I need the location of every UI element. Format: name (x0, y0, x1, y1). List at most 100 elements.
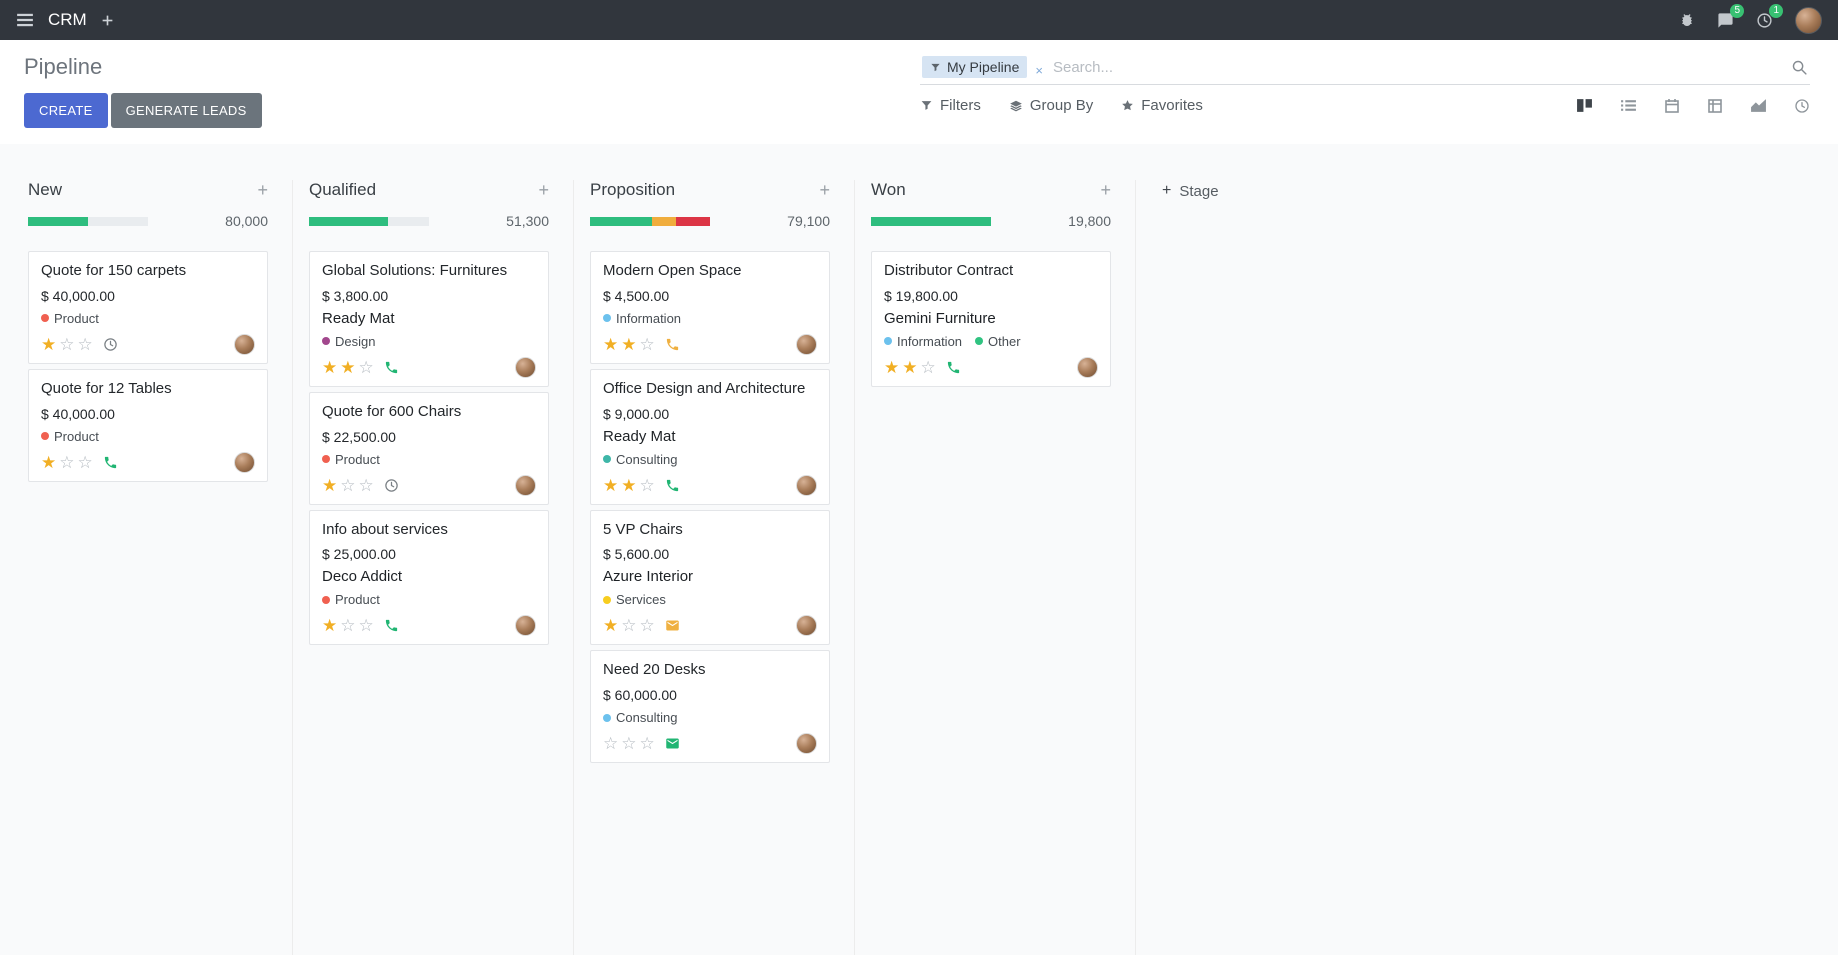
star-empty-icon[interactable]: ☆ (639, 734, 655, 753)
priority-stars[interactable]: ★ ☆ ☆ (41, 336, 93, 353)
star-filled-icon[interactable]: ★ (603, 334, 619, 354)
star-empty-icon[interactable]: ☆ (358, 475, 374, 495)
phone-icon[interactable] (384, 360, 399, 375)
kanban-card[interactable]: Modern Open Space $ 4,500.00 Information… (590, 251, 830, 364)
kanban-card[interactable]: Need 20 Desks $ 60,000.00 Consulting ☆ ☆ ☆ (590, 650, 830, 763)
filters-menu[interactable]: Filters (920, 97, 981, 114)
phone-icon[interactable] (946, 360, 961, 375)
star-empty-icon[interactable]: ☆ (59, 334, 75, 354)
progress-segment[interactable] (28, 216, 88, 226)
bug-icon[interactable] (1679, 12, 1695, 28)
priority-stars[interactable]: ☆ ☆ ☆ (603, 735, 655, 752)
kanban-card[interactable]: Office Design and Architecture $ 9,000.0… (590, 368, 830, 505)
phone-icon[interactable] (384, 618, 399, 633)
avatar[interactable] (1077, 356, 1098, 378)
kanban-card[interactable]: Quote for 150 carpets $ 40,000.00 Produc… (28, 251, 268, 364)
avatar[interactable] (234, 451, 255, 473)
avatar[interactable] (796, 333, 817, 355)
clock-icon[interactable] (103, 337, 118, 352)
progress-segment[interactable] (652, 216, 677, 226)
priority-stars[interactable]: ★ ★ ☆ (603, 477, 655, 494)
star-filled-icon[interactable]: ★ (41, 334, 57, 354)
group-by-menu[interactable]: Group By (1009, 97, 1093, 114)
search-icon[interactable] (1791, 59, 1808, 76)
avatar[interactable] (796, 615, 817, 637)
avatar[interactable] (796, 474, 817, 496)
add-card-icon[interactable]: + (1100, 180, 1111, 200)
column-title[interactable]: New (28, 180, 63, 199)
column-progressbar[interactable] (28, 216, 148, 226)
star-filled-icon[interactable]: ★ (41, 452, 57, 472)
activities-clock-icon[interactable]: 1 (1756, 3, 1783, 29)
avatar[interactable] (796, 733, 817, 754)
star-empty-icon[interactable]: ☆ (77, 452, 93, 472)
graph-view-icon[interactable] (1750, 97, 1767, 114)
envelope-icon[interactable] (665, 618, 680, 633)
create-button[interactable]: CREATE (24, 93, 108, 128)
priority-stars[interactable]: ★ ☆ ☆ (41, 454, 93, 471)
priority-stars[interactable]: ★ ☆ ☆ (322, 617, 374, 634)
progress-segment[interactable] (676, 216, 710, 226)
phone-icon[interactable] (665, 478, 680, 493)
calendar-view-icon[interactable] (1664, 98, 1680, 114)
star-empty-icon[interactable]: ☆ (621, 734, 637, 753)
star-filled-icon[interactable]: ★ (322, 616, 338, 636)
generate-leads-button[interactable]: GENERATE LEADS (110, 93, 262, 128)
column-title[interactable]: Won (871, 180, 906, 199)
star-empty-icon[interactable]: ☆ (59, 452, 75, 472)
add-card-icon[interactable]: + (819, 180, 830, 200)
priority-stars[interactable]: ★ ★ ☆ (884, 359, 936, 376)
avatar[interactable] (515, 356, 536, 378)
pivot-view-icon[interactable] (1707, 98, 1723, 114)
add-stage-button[interactable]: + Stage (1162, 182, 1346, 200)
star-empty-icon[interactable]: ☆ (603, 734, 619, 753)
kanban-card[interactable]: Quote for 600 Chairs $ 22,500.00 Product… (309, 391, 549, 505)
progress-segment[interactable] (590, 216, 653, 226)
facet-remove-icon[interactable]: × (1035, 63, 1043, 78)
column-progressbar[interactable] (871, 216, 991, 226)
star-filled-icon[interactable]: ★ (322, 357, 338, 377)
app-name[interactable]: CRM (48, 10, 87, 29)
star-filled-icon[interactable]: ★ (340, 357, 356, 377)
avatar[interactable] (515, 474, 536, 496)
star-empty-icon[interactable]: ☆ (639, 334, 655, 354)
messages-icon[interactable]: 5 (1717, 3, 1744, 29)
kanban-card[interactable]: 5 VP Chairs $ 5,600.00 Azure Interior Se… (590, 509, 830, 646)
star-empty-icon[interactable]: ☆ (340, 475, 356, 495)
user-avatar[interactable] (1795, 6, 1822, 34)
column-title[interactable]: Qualified (309, 180, 377, 199)
search-input[interactable] (1050, 57, 1783, 77)
favorites-menu[interactable]: Favorites (1121, 97, 1203, 114)
kanban-card[interactable]: Quote for 12 Tables $ 40,000.00 Product … (28, 368, 268, 482)
kanban-card[interactable]: Info about services $ 25,000.00 Deco Add… (309, 509, 549, 646)
kanban-card[interactable]: Distributor Contract $ 19,800.00 Gemini … (871, 251, 1111, 387)
phone-icon[interactable] (103, 455, 118, 470)
star-filled-icon[interactable]: ★ (603, 475, 619, 495)
star-filled-icon[interactable]: ★ (603, 616, 619, 636)
star-empty-icon[interactable]: ☆ (639, 475, 655, 495)
star-filled-icon[interactable]: ★ (902, 357, 918, 377)
star-empty-icon[interactable]: ☆ (358, 616, 374, 636)
avatar[interactable] (515, 615, 536, 637)
priority-stars[interactable]: ★ ★ ☆ (322, 359, 374, 376)
star-filled-icon[interactable]: ★ (884, 357, 900, 377)
star-filled-icon[interactable]: ★ (322, 475, 338, 495)
column-progressbar[interactable] (309, 216, 429, 226)
star-empty-icon[interactable]: ☆ (77, 334, 93, 354)
activity-view-icon[interactable] (1794, 98, 1810, 114)
avatar[interactable] (234, 333, 255, 355)
list-view-icon[interactable] (1620, 97, 1637, 114)
star-empty-icon[interactable]: ☆ (639, 616, 655, 636)
envelope-icon[interactable] (665, 736, 680, 751)
progress-segment[interactable] (871, 216, 991, 226)
star-empty-icon[interactable]: ☆ (340, 616, 356, 636)
priority-stars[interactable]: ★ ☆ ☆ (322, 477, 374, 494)
column-progressbar[interactable] (590, 216, 710, 226)
search-facet-my-pipeline[interactable]: My Pipeline (922, 56, 1028, 78)
column-title[interactable]: Proposition (590, 180, 676, 199)
phone-icon[interactable] (665, 337, 680, 352)
progress-segment[interactable] (309, 216, 389, 226)
star-empty-icon[interactable]: ☆ (920, 357, 936, 377)
add-card-icon[interactable]: + (257, 180, 268, 200)
priority-stars[interactable]: ★ ★ ☆ (603, 336, 655, 353)
